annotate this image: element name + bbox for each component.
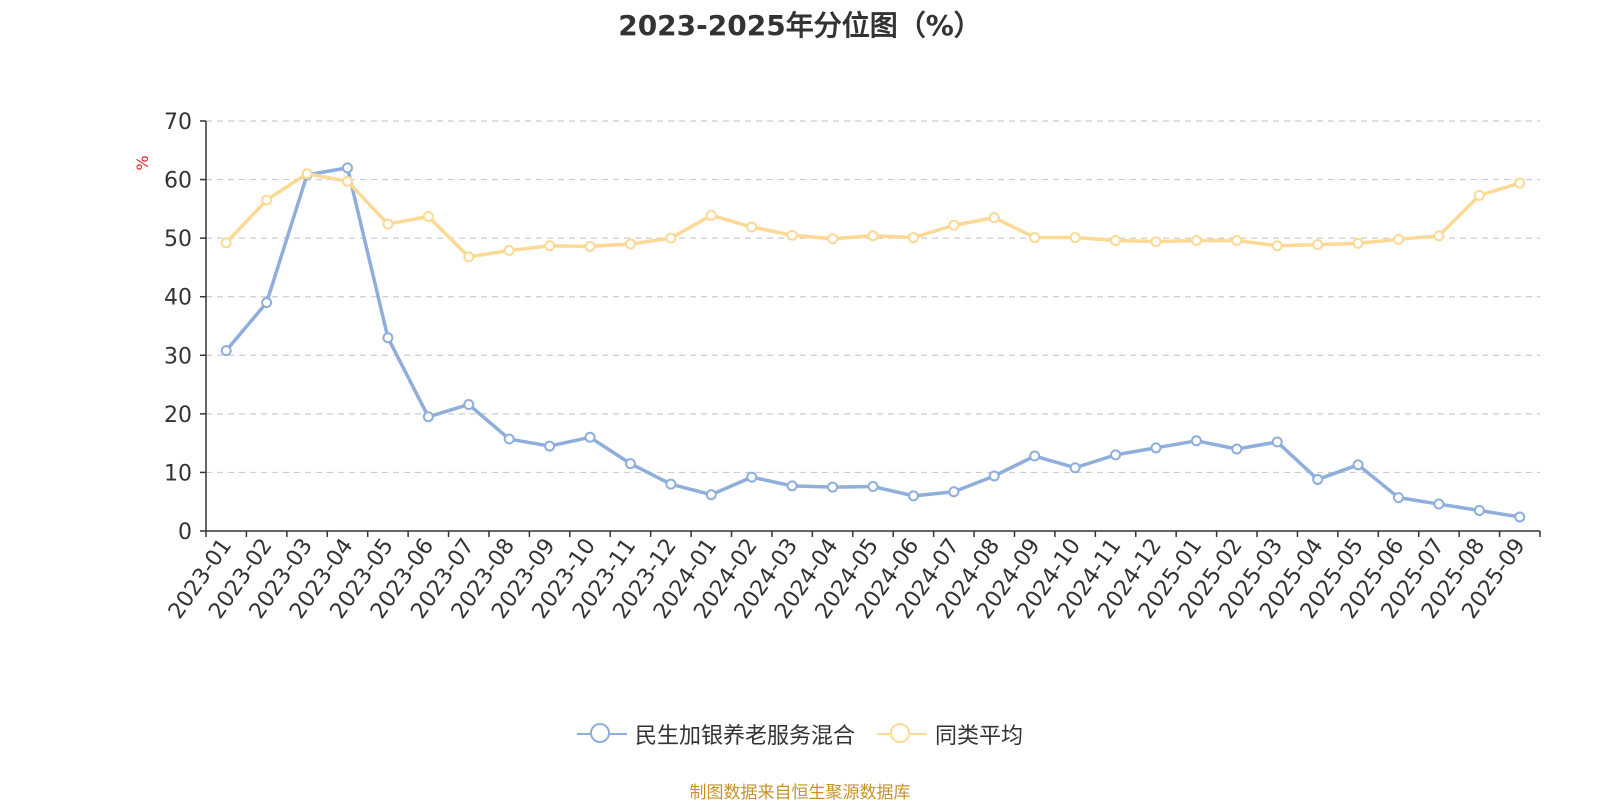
data-point <box>786 229 798 241</box>
data-point <box>1150 442 1162 454</box>
data-point <box>746 471 758 483</box>
y-tick-label: 0 <box>178 520 192 545</box>
data-point <box>1352 459 1364 471</box>
data-point <box>422 411 434 423</box>
data-point <box>1271 436 1283 448</box>
data-point <box>382 332 394 344</box>
data-point <box>301 168 313 180</box>
series-line-0 <box>224 166 1521 519</box>
data-point <box>1514 177 1526 189</box>
y-tick-label: 60 <box>164 169 192 194</box>
legend: 民生加银养老服务混合 同类平均 <box>0 718 1600 750</box>
legend-label: 同类平均 <box>935 724 1024 749</box>
data-point <box>1473 189 1485 201</box>
data-point <box>1433 498 1445 510</box>
data-point <box>988 470 1000 482</box>
axis-layer: 0102030405060702023-012023-022023-032023… <box>164 110 1541 624</box>
legend-label: 民生加银养老服务混合 <box>634 724 855 749</box>
data-point <box>1069 462 1081 474</box>
y-tick-label: 70 <box>164 110 192 135</box>
y-tick-label: 50 <box>164 227 192 252</box>
data-point <box>867 230 879 242</box>
data-point <box>503 433 515 445</box>
data-point <box>1312 473 1324 485</box>
data-point <box>867 480 879 492</box>
data-point <box>1473 505 1485 516</box>
y-tick-label: 20 <box>164 403 192 428</box>
data-point <box>1150 236 1162 248</box>
legend-marker-icon <box>576 722 627 746</box>
data-point <box>746 221 758 233</box>
data-point <box>544 440 556 452</box>
data-point <box>1231 234 1243 246</box>
data-point <box>665 232 677 244</box>
data-point <box>988 212 1000 224</box>
data-point <box>948 486 960 498</box>
data-point <box>624 238 636 250</box>
data-point <box>705 489 717 501</box>
series-layer <box>220 162 1526 523</box>
data-point <box>220 237 232 249</box>
data-point <box>261 297 273 309</box>
data-point <box>827 233 839 245</box>
data-point <box>220 345 232 357</box>
data-point <box>463 251 475 263</box>
data-point <box>1352 237 1364 249</box>
data-point <box>382 218 394 230</box>
data-point <box>422 210 434 222</box>
data-point <box>1312 239 1324 251</box>
data-point <box>341 162 353 174</box>
data-point <box>544 240 556 252</box>
data-point <box>786 480 798 492</box>
data-point <box>827 481 839 493</box>
data-point <box>261 194 273 206</box>
y-tick-label: 30 <box>164 344 192 369</box>
data-point <box>624 458 636 470</box>
data-point <box>341 175 353 187</box>
data-point <box>1029 232 1041 244</box>
chart-title: 2023-2025年分位图（%） <box>618 9 982 42</box>
data-point <box>584 240 596 252</box>
legend-item-0[interactable]: 民生加银养老服务混合 <box>576 718 855 750</box>
data-point <box>1029 450 1041 462</box>
data-point <box>1190 234 1202 246</box>
data-point <box>665 478 677 490</box>
data-point <box>1110 449 1122 461</box>
data-point <box>1190 435 1202 447</box>
source-note: 制图数据来自恒生聚源数据库 <box>689 783 911 803</box>
data-point <box>1393 233 1405 245</box>
legend-marker-icon <box>877 722 927 746</box>
legend-item-1[interactable]: 同类平均 <box>877 718 1023 750</box>
data-point <box>463 398 475 410</box>
data-point <box>1393 492 1405 504</box>
y-tick-label: 40 <box>164 286 192 311</box>
y-axis-unit-label: % <box>133 155 152 170</box>
data-point <box>584 431 596 443</box>
data-point <box>1110 234 1122 246</box>
data-point <box>503 244 515 256</box>
data-point <box>1514 511 1526 523</box>
grid-layer <box>206 120 1540 474</box>
data-point <box>907 232 919 244</box>
data-point <box>907 490 919 502</box>
data-point <box>1271 240 1283 252</box>
data-point <box>948 219 960 231</box>
y-tick-label: 10 <box>164 461 192 486</box>
data-point <box>705 209 717 221</box>
series-line-1 <box>224 171 1521 259</box>
data-point <box>1069 232 1081 244</box>
data-point <box>1231 443 1243 455</box>
data-point <box>1433 230 1445 242</box>
